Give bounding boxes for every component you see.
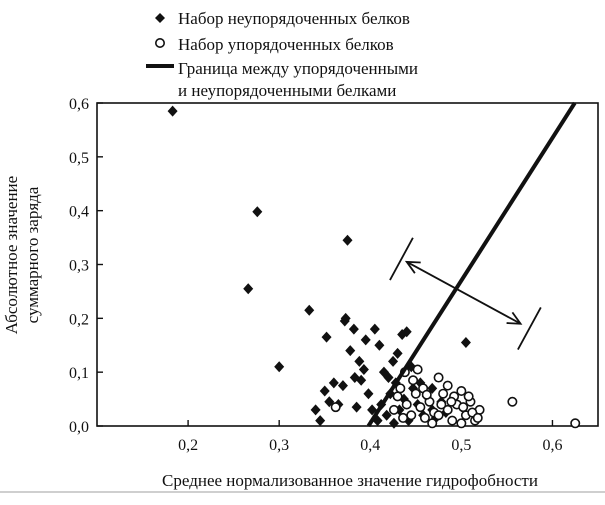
data-point-unordered [369,323,380,335]
data-point-ordered [427,418,438,429]
data-point-unordered [358,363,369,375]
data-point-unordered [337,380,348,392]
legend-marker-unordered [155,13,165,23]
y-tick-label: 0,4 [69,204,89,221]
data-point-unordered [274,361,285,373]
data-point-unordered [363,388,374,400]
y-tick-label: 0,6 [69,96,89,113]
y-tick-label: 0,1 [69,365,89,382]
data-point-unordered [243,283,254,295]
data-point-unordered [388,355,399,367]
data-point-unordered [381,409,392,421]
data-point-unordered [345,345,356,357]
x-tick-label: 0,5 [451,437,471,454]
data-point-ordered [463,391,474,402]
legend-label-unordered: Набор неупорядоченных белков [178,9,410,28]
data-point-unordered [167,105,178,117]
data-point-ordered [438,388,449,399]
data-point-ordered [415,402,426,413]
data-point-unordered [315,415,326,427]
x-tick-label: 0,4 [360,437,380,454]
data-point-ordered [442,380,453,391]
data-point-ordered [398,412,409,423]
data-point-unordered [388,417,399,429]
y-tick-label: 0,5 [69,150,89,167]
data-point-unordered [319,385,330,397]
data-point-ordered [392,391,403,402]
data-point-unordered [351,401,362,413]
annotation-arrow [389,237,542,351]
data-point-unordered [367,404,378,416]
data-point-unordered [348,323,359,335]
x-tick-label: 0,2 [178,437,198,454]
legend-label-boundary-line2: и неупорядоченными белками [178,81,396,100]
y-axis-label-line: суммарного заряда [23,186,42,323]
data-point-unordered [354,355,365,367]
data-point-ordered [401,399,412,410]
data-point-ordered [570,418,581,429]
data-point-ordered [395,383,406,394]
x-tick-label: 0,3 [269,437,289,454]
data-point-unordered [401,326,412,338]
data-point-ordered [456,418,467,429]
data-point-unordered [460,337,471,349]
data-point-unordered [342,234,353,246]
y-tick-label: 0,3 [69,258,89,275]
x-tick-label: 0,6 [542,437,562,454]
axes: 0,2 0,3 0,4 0,5 0,6 0,0 0,1 0,2 0,3 0,4 0,5 0,6 [69,96,599,454]
data-point-ordered [406,410,417,421]
data-point-unordered [383,372,394,384]
y-axis-label: Абсолютное значение суммарного заряда [2,176,42,334]
data-point-ordered [472,412,483,423]
data-point-ordered [408,375,419,386]
data-point-ordered [507,396,518,407]
legend-marker-ordered [155,37,166,48]
data-point-ordered [436,399,447,410]
data-point-ordered [442,404,453,415]
data-point-unordered [321,331,332,343]
data-point-ordered [412,364,423,375]
data-point-ordered [330,402,341,413]
data-point-ordered [388,404,399,415]
legend-label-ordered: Набор упорядоченных белков [178,35,394,54]
data-point-unordered [349,372,360,384]
data-point-ordered [433,372,444,383]
y-tick-label: 0,2 [69,311,89,328]
data-point-ordered [419,412,430,423]
data-point-unordered [339,315,350,327]
bottom-divider [0,491,605,493]
boundary-line [366,101,577,428]
data-point-ordered [446,396,457,407]
data-point-ordered [421,389,432,400]
data-point-unordered [328,377,339,389]
y-tick-label: 0,0 [69,419,89,436]
data-point-unordered [392,347,403,359]
data-point-unordered [310,404,321,416]
plot-content [167,101,581,429]
legend-label-boundary-line1: Граница между упорядоченными [178,59,418,78]
data-point-ordered [433,410,444,421]
data-point-ordered [458,402,469,413]
y-axis-label-line: Абсолютное значение [2,176,21,334]
plot-frame [96,102,599,427]
data-point-ordered [410,388,421,399]
data-point-unordered [374,339,385,351]
legend: Набор неупорядоченных белков Набор упоря… [146,9,418,100]
data-point-unordered [252,206,263,218]
data-point-ordered [456,386,467,397]
data-point-ordered [447,415,458,426]
data-point-unordered [304,304,315,316]
data-point-unordered [360,334,371,346]
x-axis-label: Среднее нормализованное значение гидрофо… [162,471,538,490]
